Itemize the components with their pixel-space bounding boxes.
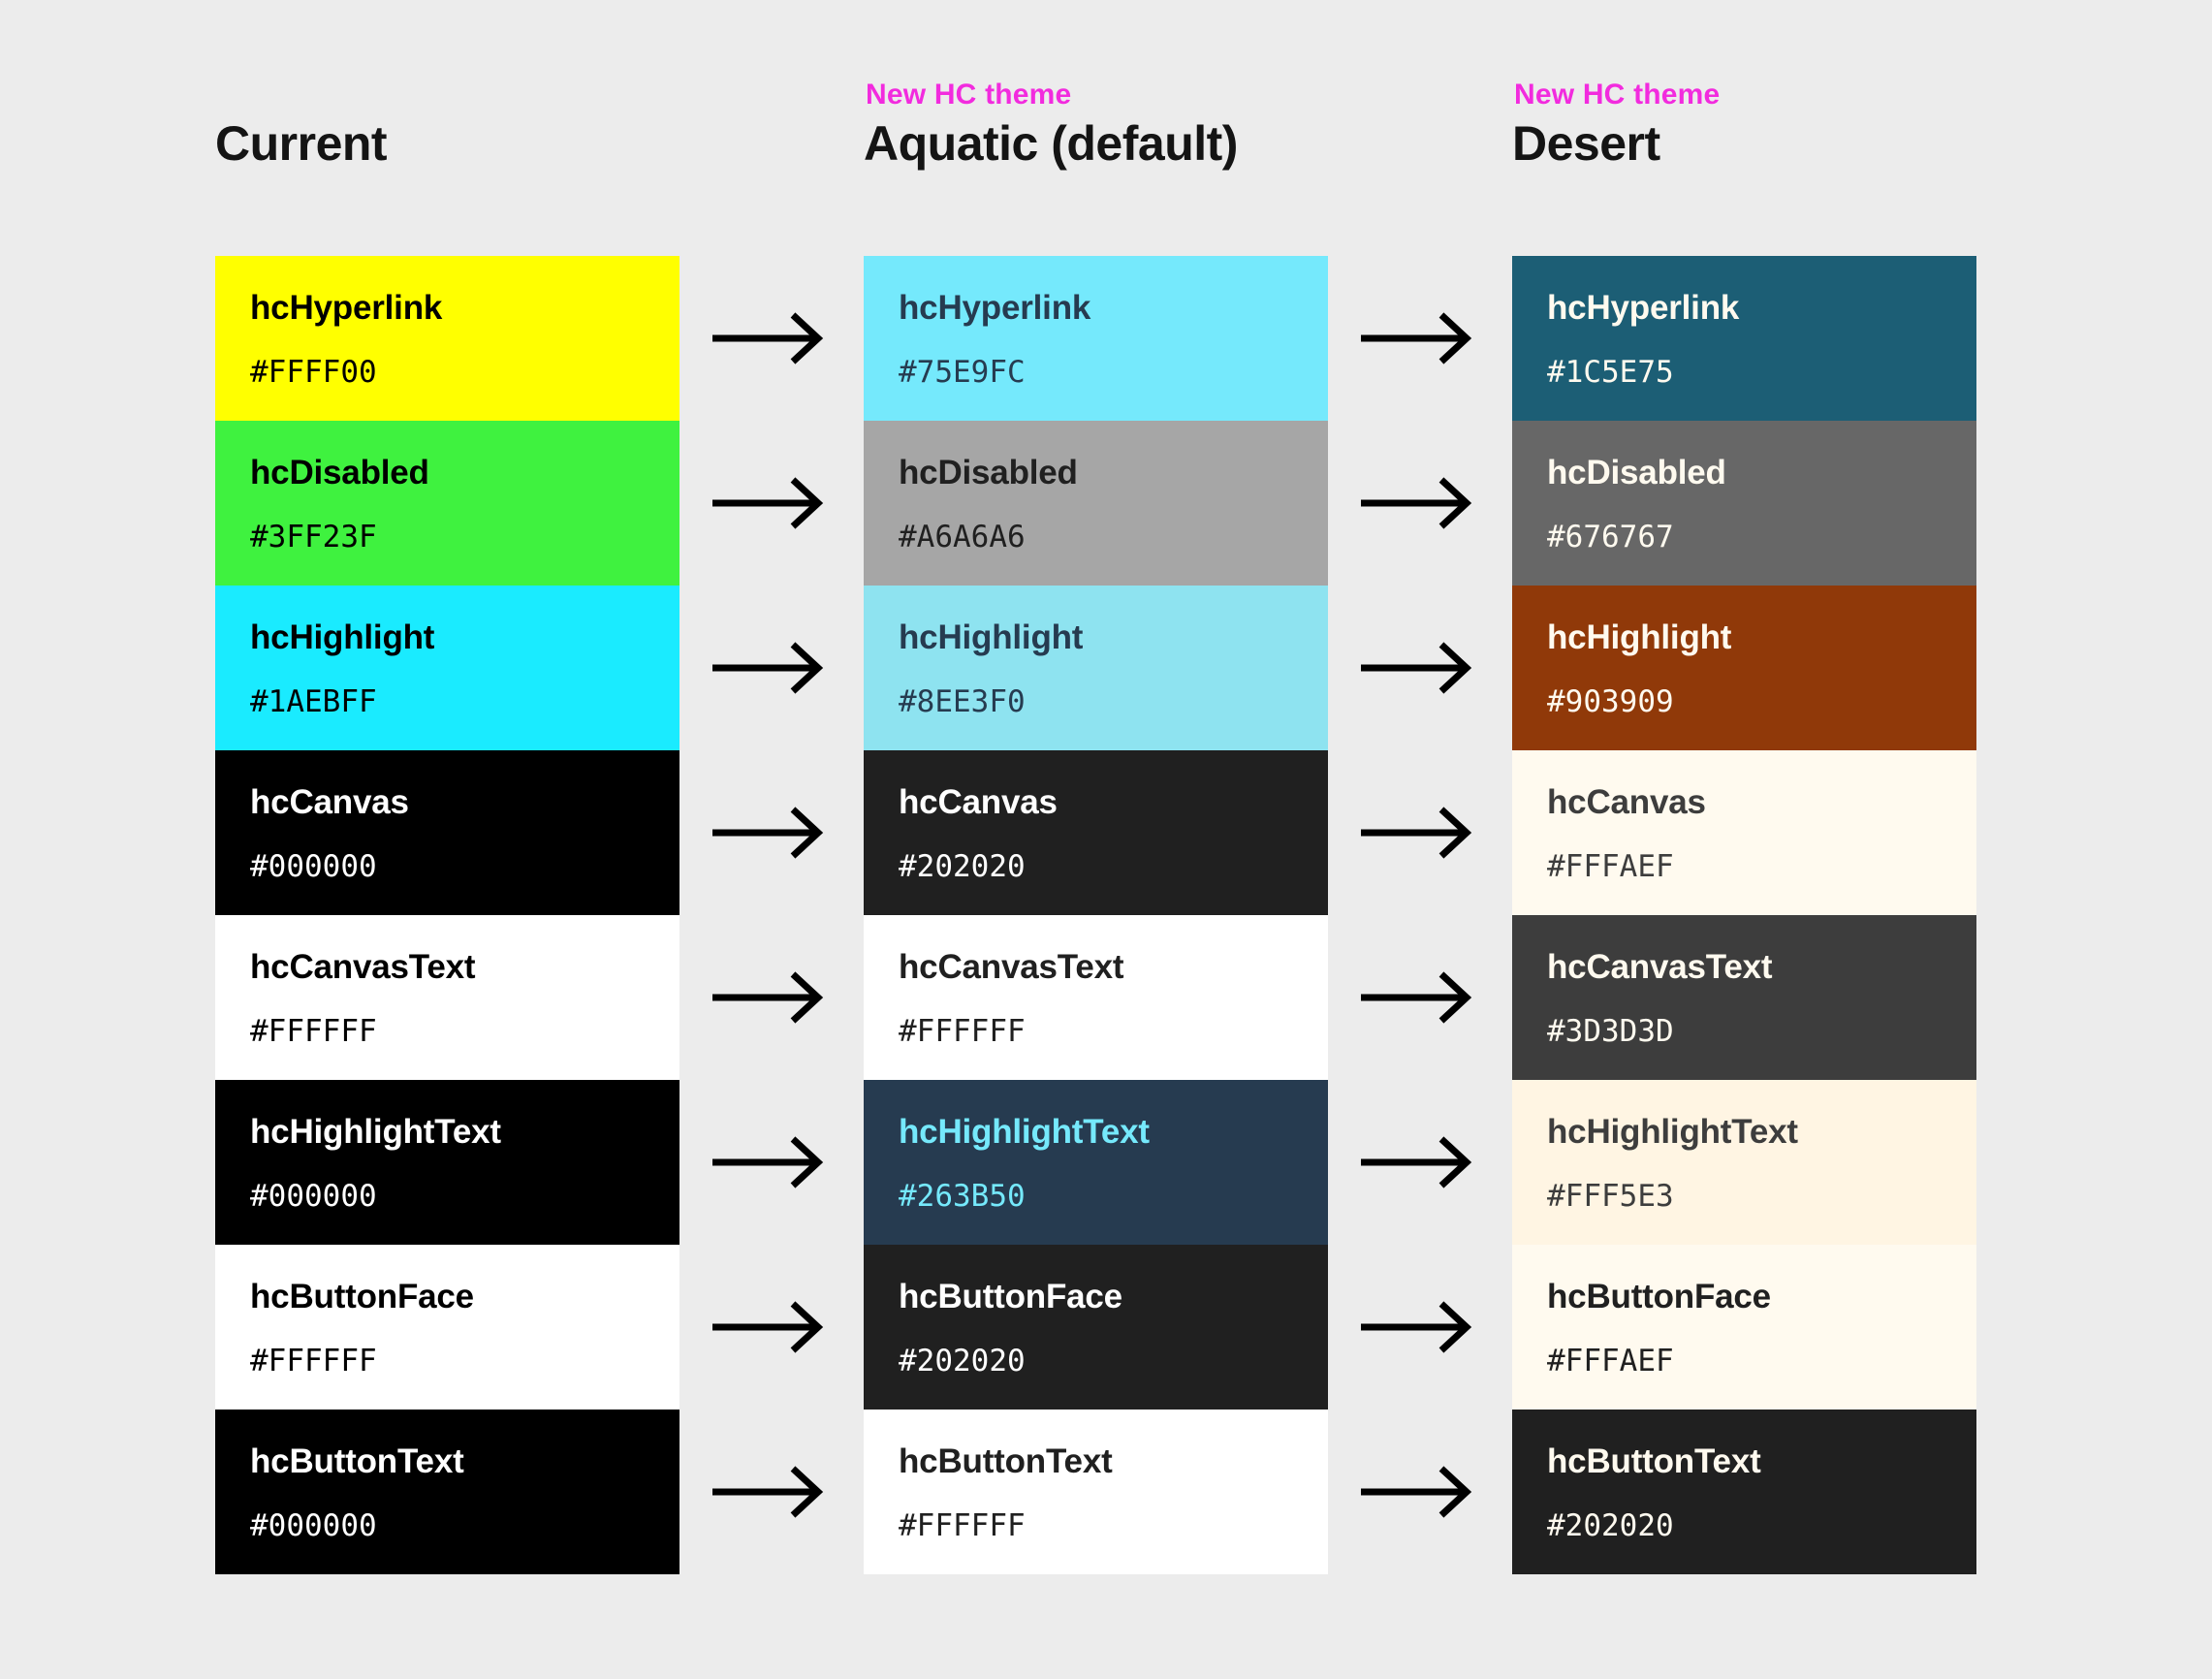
arrow-right-icon [710, 474, 834, 532]
arrow-right-icon [1358, 968, 1482, 1027]
token-name: hcDisabled [1547, 454, 1726, 491]
token-hex-value: #FFFAEF [1547, 849, 1674, 884]
token-hex-value: #1AEBFF [250, 684, 377, 719]
arrow-right-icon [710, 309, 834, 367]
color-swatch: hcHighlight #8EE3F0 [864, 586, 1328, 750]
token-hex-value: #000000 [250, 1508, 377, 1543]
token-hex-value: #FFF5E3 [1547, 1179, 1674, 1214]
token-name: hcCanvas [899, 783, 1058, 821]
token-hex-value: #75E9FC [899, 355, 1026, 390]
token-hex-value: #202020 [1547, 1508, 1674, 1543]
arrow-right-icon [710, 1298, 834, 1356]
token-name: hcButtonText [899, 1442, 1113, 1480]
token-name: hcButtonFace [250, 1278, 474, 1315]
color-swatch: hcButtonText #FFFFFF [864, 1410, 1328, 1574]
color-swatch: hcHighlightText #263B50 [864, 1080, 1328, 1245]
color-swatch: hcHyperlink #FFFF00 [215, 256, 679, 421]
token-name: hcDisabled [899, 454, 1078, 491]
token-name: hcDisabled [250, 454, 429, 491]
new-hc-theme-label: New HC theme [1514, 79, 1721, 111]
token-name: hcHighlight [1547, 618, 1732, 656]
token-hex-value: #1C5E75 [1547, 355, 1674, 390]
token-name: hcHighlightText [250, 1113, 501, 1151]
swatch-list: hcHyperlink #75E9FC hcDisabled #A6A6A6 h… [864, 256, 1328, 1574]
token-name: hcHighlightText [1547, 1113, 1798, 1151]
color-swatch: hcHighlight #1AEBFF [215, 586, 679, 750]
token-name: hcButtonFace [1547, 1278, 1771, 1315]
color-swatch: hcButtonText #000000 [215, 1410, 679, 1574]
arrow-right-icon [1358, 804, 1482, 862]
token-name: hcCanvasText [1547, 948, 1773, 986]
color-swatch: hcHyperlink #1C5E75 [1512, 256, 1976, 421]
color-swatch: hcCanvas #202020 [864, 750, 1328, 915]
column-title: Current [215, 116, 388, 171]
token-name: hcButtonFace [899, 1278, 1122, 1315]
arrow-right-icon [1358, 1133, 1482, 1191]
color-swatch: hcButtonText #202020 [1512, 1410, 1976, 1574]
token-name: hcButtonText [250, 1442, 464, 1480]
color-swatch: hcHighlightText #FFF5E3 [1512, 1080, 1976, 1245]
swatch-list: hcHyperlink #1C5E75 hcDisabled #676767 h… [1512, 256, 1976, 1574]
token-name: hcHyperlink [1547, 289, 1740, 327]
token-name: hcHighlightText [899, 1113, 1150, 1151]
color-swatch: hcCanvasText #3D3D3D [1512, 915, 1976, 1080]
token-name: hcHighlight [899, 618, 1084, 656]
arrow-right-icon [1358, 639, 1482, 697]
color-swatch: hcCanvasText #FFFFFF [864, 915, 1328, 1080]
column-title: Desert [1512, 116, 1660, 171]
new-hc-theme-label: New HC theme [866, 79, 1072, 111]
token-hex-value: #8EE3F0 [899, 684, 1026, 719]
color-swatch: hcHighlight #903909 [1512, 586, 1976, 750]
token-name: hcButtonText [1547, 1442, 1761, 1480]
color-swatch: hcDisabled #A6A6A6 [864, 421, 1328, 586]
token-name: hcCanvasText [250, 948, 476, 986]
token-name: hcHyperlink [250, 289, 443, 327]
token-hex-value: #FFFAEF [1547, 1344, 1674, 1378]
color-swatch: hcCanvas #000000 [215, 750, 679, 915]
color-swatch: hcDisabled #676767 [1512, 421, 1976, 586]
token-name: hcCanvas [1547, 783, 1706, 821]
token-hex-value: #FFFFFF [250, 1014, 377, 1049]
token-name: hcHyperlink [899, 289, 1091, 327]
color-swatch: hcButtonFace #FFFAEF [1512, 1245, 1976, 1410]
token-hex-value: #000000 [250, 849, 377, 884]
token-hex-value: #3D3D3D [1547, 1014, 1674, 1049]
color-swatch: hcButtonFace #202020 [864, 1245, 1328, 1410]
arrow-right-icon [710, 639, 834, 697]
token-name: hcCanvas [250, 783, 409, 821]
token-hex-value: #903909 [1547, 684, 1674, 719]
token-name: hcHighlight [250, 618, 435, 656]
arrow-right-icon [1358, 309, 1482, 367]
token-hex-value: #202020 [899, 849, 1026, 884]
token-hex-value: #FFFFFF [899, 1014, 1026, 1049]
swatch-list: hcHyperlink #FFFF00 hcDisabled #3FF23F h… [215, 256, 679, 1574]
color-swatch: hcButtonFace #FFFFFF [215, 1245, 679, 1410]
token-name: hcCanvasText [899, 948, 1124, 986]
token-hex-value: #FFFFFF [250, 1344, 377, 1378]
arrow-right-icon [710, 1133, 834, 1191]
token-hex-value: #000000 [250, 1179, 377, 1214]
color-swatch: hcHyperlink #75E9FC [864, 256, 1328, 421]
color-swatch: hcCanvas #FFFAEF [1512, 750, 1976, 915]
token-hex-value: #202020 [899, 1344, 1026, 1378]
token-hex-value: #FFFF00 [250, 355, 377, 390]
color-swatch: hcCanvasText #FFFFFF [215, 915, 679, 1080]
arrow-right-icon [710, 1463, 834, 1521]
token-hex-value: #3FF23F [250, 520, 377, 554]
token-hex-value: #263B50 [899, 1179, 1026, 1214]
arrow-right-icon [1358, 1463, 1482, 1521]
arrow-right-icon [710, 968, 834, 1027]
column-title: Aquatic (default) [864, 116, 1238, 171]
token-hex-value: #A6A6A6 [899, 520, 1026, 554]
arrow-right-icon [1358, 474, 1482, 532]
token-hex-value: #FFFFFF [899, 1508, 1026, 1543]
color-swatch: hcDisabled #3FF23F [215, 421, 679, 586]
arrow-right-icon [710, 804, 834, 862]
arrow-right-icon [1358, 1298, 1482, 1356]
color-swatch: hcHighlightText #000000 [215, 1080, 679, 1245]
token-hex-value: #676767 [1547, 520, 1674, 554]
